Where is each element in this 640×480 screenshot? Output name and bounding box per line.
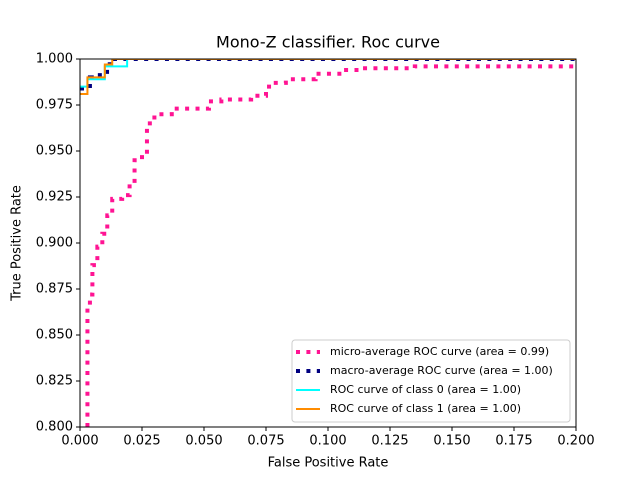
plot-area [80, 59, 576, 427]
y-tick-label: 0.950 [36, 144, 73, 159]
chart-title: Mono-Z classifier. Roc curve [216, 33, 440, 52]
x-tick-label: 0.200 [557, 434, 594, 449]
legend-label: ROC curve of class 0 (area = 1.00) [330, 383, 521, 396]
roc-line [80, 59, 576, 91]
legend-label: ROC curve of class 1 (area = 1.00) [330, 402, 521, 415]
x-tick-label: 0.000 [61, 434, 98, 449]
x-tick-label: 0.150 [433, 434, 470, 449]
y-tick-label: 0.925 [36, 190, 73, 205]
legend-label: macro-average ROC curve (area = 1.00) [330, 364, 553, 377]
y-tick-label: 0.825 [36, 374, 73, 389]
x-tick-label: 0.075 [247, 434, 284, 449]
y-tick-label: 0.800 [36, 420, 73, 435]
x-axis-label: False Positive Rate [268, 456, 389, 471]
y-tick-label: 0.875 [36, 282, 73, 297]
roc-line [80, 59, 576, 95]
legend-box [291, 339, 571, 423]
x-tick-label: 0.175 [495, 434, 532, 449]
y-axis-label: True Positive Rate [10, 185, 25, 302]
x-tick-label: 0.100 [309, 434, 346, 449]
legend-label: micro-average ROC curve (area = 0.99) [330, 345, 549, 358]
y-tick-label: 1.000 [36, 52, 73, 67]
x-tick-label: 0.125 [371, 434, 408, 449]
roc-line [85, 64, 576, 427]
x-tick-label: 0.025 [123, 434, 160, 449]
axes-frame [79, 58, 577, 428]
x-tick-label: 0.050 [185, 434, 222, 449]
y-tick-label: 0.975 [36, 98, 73, 113]
y-tick-label: 0.900 [36, 236, 73, 251]
y-tick-label: 0.850 [36, 328, 73, 343]
